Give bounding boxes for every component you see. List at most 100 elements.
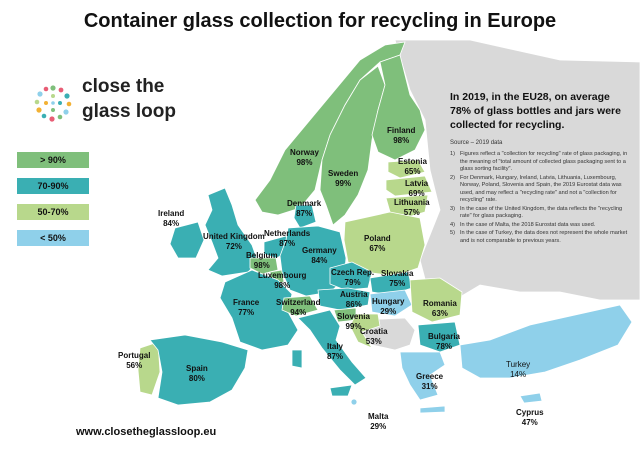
country-name: Poland bbox=[364, 234, 391, 243]
country-value: 69% bbox=[408, 188, 425, 198]
country-shape bbox=[349, 313, 381, 349]
country-value: 53% bbox=[365, 336, 382, 346]
country-value: 77% bbox=[238, 307, 255, 317]
legend: > 90% 70-90% 50-70% < 50% bbox=[17, 152, 89, 256]
logo-mark-icon bbox=[34, 85, 72, 122]
country-name: Germany bbox=[302, 246, 337, 255]
country-shape bbox=[279, 225, 347, 297]
country-shape bbox=[369, 289, 413, 317]
note-item: 2) For Denmark, Hungary, Ireland, Latvia,… bbox=[450, 175, 628, 205]
country-label: France 77% bbox=[233, 298, 259, 317]
country-name: Estonia bbox=[398, 157, 427, 166]
country-label: Ireland 84% bbox=[158, 209, 184, 228]
note-number: 4) bbox=[450, 221, 455, 228]
logo-text: close the glass loop bbox=[82, 74, 176, 124]
country-label: Croatia 53% bbox=[360, 327, 388, 346]
country-label: Belgium 98% bbox=[246, 251, 278, 270]
country-value: 80% bbox=[188, 373, 205, 383]
country-value: 84% bbox=[311, 255, 328, 265]
legend-item: > 90% bbox=[17, 152, 89, 168]
note-text: Figures reflect a "collection for recycl… bbox=[460, 151, 628, 172]
country-value: 75% bbox=[389, 278, 406, 288]
country-name: Greece bbox=[416, 372, 444, 381]
country-name: Sweden bbox=[328, 169, 359, 178]
note-item: 4) In the case of Malta, the 2018 Eurosta… bbox=[450, 222, 628, 230]
country-name: Czech Rep. bbox=[331, 268, 375, 277]
country-value: 87% bbox=[279, 238, 296, 248]
source: Source – 2019 data bbox=[450, 140, 503, 146]
country-value: 78% bbox=[436, 341, 453, 351]
country-value: 31% bbox=[421, 381, 438, 391]
country-value: 98% bbox=[296, 157, 313, 167]
country-name: Malta bbox=[368, 412, 389, 421]
country-label: Lithuania 57% bbox=[394, 198, 430, 217]
note-text: In the case of Turkey, the data does not… bbox=[460, 230, 628, 244]
country-shape bbox=[385, 175, 433, 197]
country-value: 98% bbox=[253, 260, 270, 270]
logo-line-2: glass loop bbox=[82, 101, 176, 122]
region-non-member bbox=[394, 39, 640, 301]
country-name: Italy bbox=[327, 342, 344, 351]
country-name: Denmark bbox=[287, 199, 322, 208]
country-value: 84% bbox=[163, 218, 180, 228]
country-label: Turkey 14% bbox=[506, 360, 530, 379]
country-value: 98% bbox=[274, 280, 291, 290]
country-label: Latvia 69% bbox=[405, 179, 428, 198]
country-value: 56% bbox=[126, 360, 143, 370]
note-text: In the case of the United Kingdom, the d… bbox=[460, 205, 623, 220]
country-value: 72% bbox=[225, 241, 242, 251]
country-shape bbox=[297, 309, 367, 386]
country-value: 57% bbox=[403, 207, 420, 217]
country-value: 87% bbox=[296, 208, 313, 218]
logo: close the glass loop bbox=[34, 74, 234, 134]
note-number: 3) bbox=[450, 205, 455, 212]
page-title: Container glass collection for recycling… bbox=[83, 10, 557, 32]
country-shape bbox=[281, 295, 319, 317]
country-value: 86% bbox=[345, 299, 362, 309]
country-value: 29% bbox=[380, 306, 397, 316]
note-text: In the case of Malta, the 2018 Eurostat … bbox=[460, 221, 596, 228]
country-label: Czech Rep. 79% bbox=[331, 268, 374, 287]
country-shape bbox=[204, 187, 259, 277]
country-label: Cyprus 47% bbox=[516, 408, 544, 427]
country-shape bbox=[519, 392, 543, 404]
country-label: Bulgaria 78% bbox=[428, 332, 460, 351]
country-label: United Kingdom 72% bbox=[203, 232, 265, 251]
country-name: Belgium bbox=[246, 251, 278, 260]
website-link[interactable]: www.closetheglassloop.eu bbox=[76, 426, 217, 438]
country-name: Cyprus bbox=[516, 408, 544, 417]
country-name: Netherlands bbox=[264, 229, 311, 238]
country-label: Romania 63% bbox=[423, 299, 457, 318]
note-number: 5) bbox=[450, 230, 455, 236]
country-value: 99% bbox=[335, 178, 352, 188]
country-label: Switzerland 94% bbox=[276, 298, 320, 317]
country-label: Norway 98% bbox=[290, 148, 319, 167]
country-shape bbox=[417, 321, 461, 353]
country-label: Hungary 29% bbox=[372, 297, 404, 316]
country-shape bbox=[387, 159, 426, 179]
country-name: Ireland bbox=[158, 209, 185, 218]
country-shape bbox=[319, 65, 386, 226]
country-name: Turkey bbox=[506, 360, 531, 369]
logo-line-1: close the bbox=[82, 76, 165, 97]
country-label: Netherlands 87% bbox=[264, 229, 310, 248]
country-value: 65% bbox=[404, 166, 421, 176]
country-name: Romania bbox=[423, 299, 457, 308]
country-name: Switzerland bbox=[276, 298, 321, 307]
country-name: Croatia bbox=[360, 327, 388, 336]
country-label: Estonia 65% bbox=[398, 157, 427, 176]
country-value: 87% bbox=[327, 351, 344, 361]
country-name: France bbox=[233, 298, 260, 307]
country-value: 67% bbox=[369, 243, 386, 253]
country-name: Spain bbox=[186, 364, 208, 373]
legend-item: 50-70% bbox=[17, 204, 89, 220]
info-box: In 2019, in the EU28, on average 78% of … bbox=[450, 90, 628, 246]
country-label: Germany 84% bbox=[302, 246, 337, 265]
note-text: For Denmark, Hungary, Ireland, Latvia, L… bbox=[460, 174, 622, 204]
country-shape bbox=[385, 194, 429, 219]
country-label: Malta 29% bbox=[368, 412, 388, 431]
country-name: Hungary bbox=[372, 297, 405, 306]
country-label: Finland 98% bbox=[387, 126, 415, 145]
legend-item: 70-90% bbox=[17, 178, 89, 194]
country-name: United Kingdom bbox=[203, 232, 265, 241]
